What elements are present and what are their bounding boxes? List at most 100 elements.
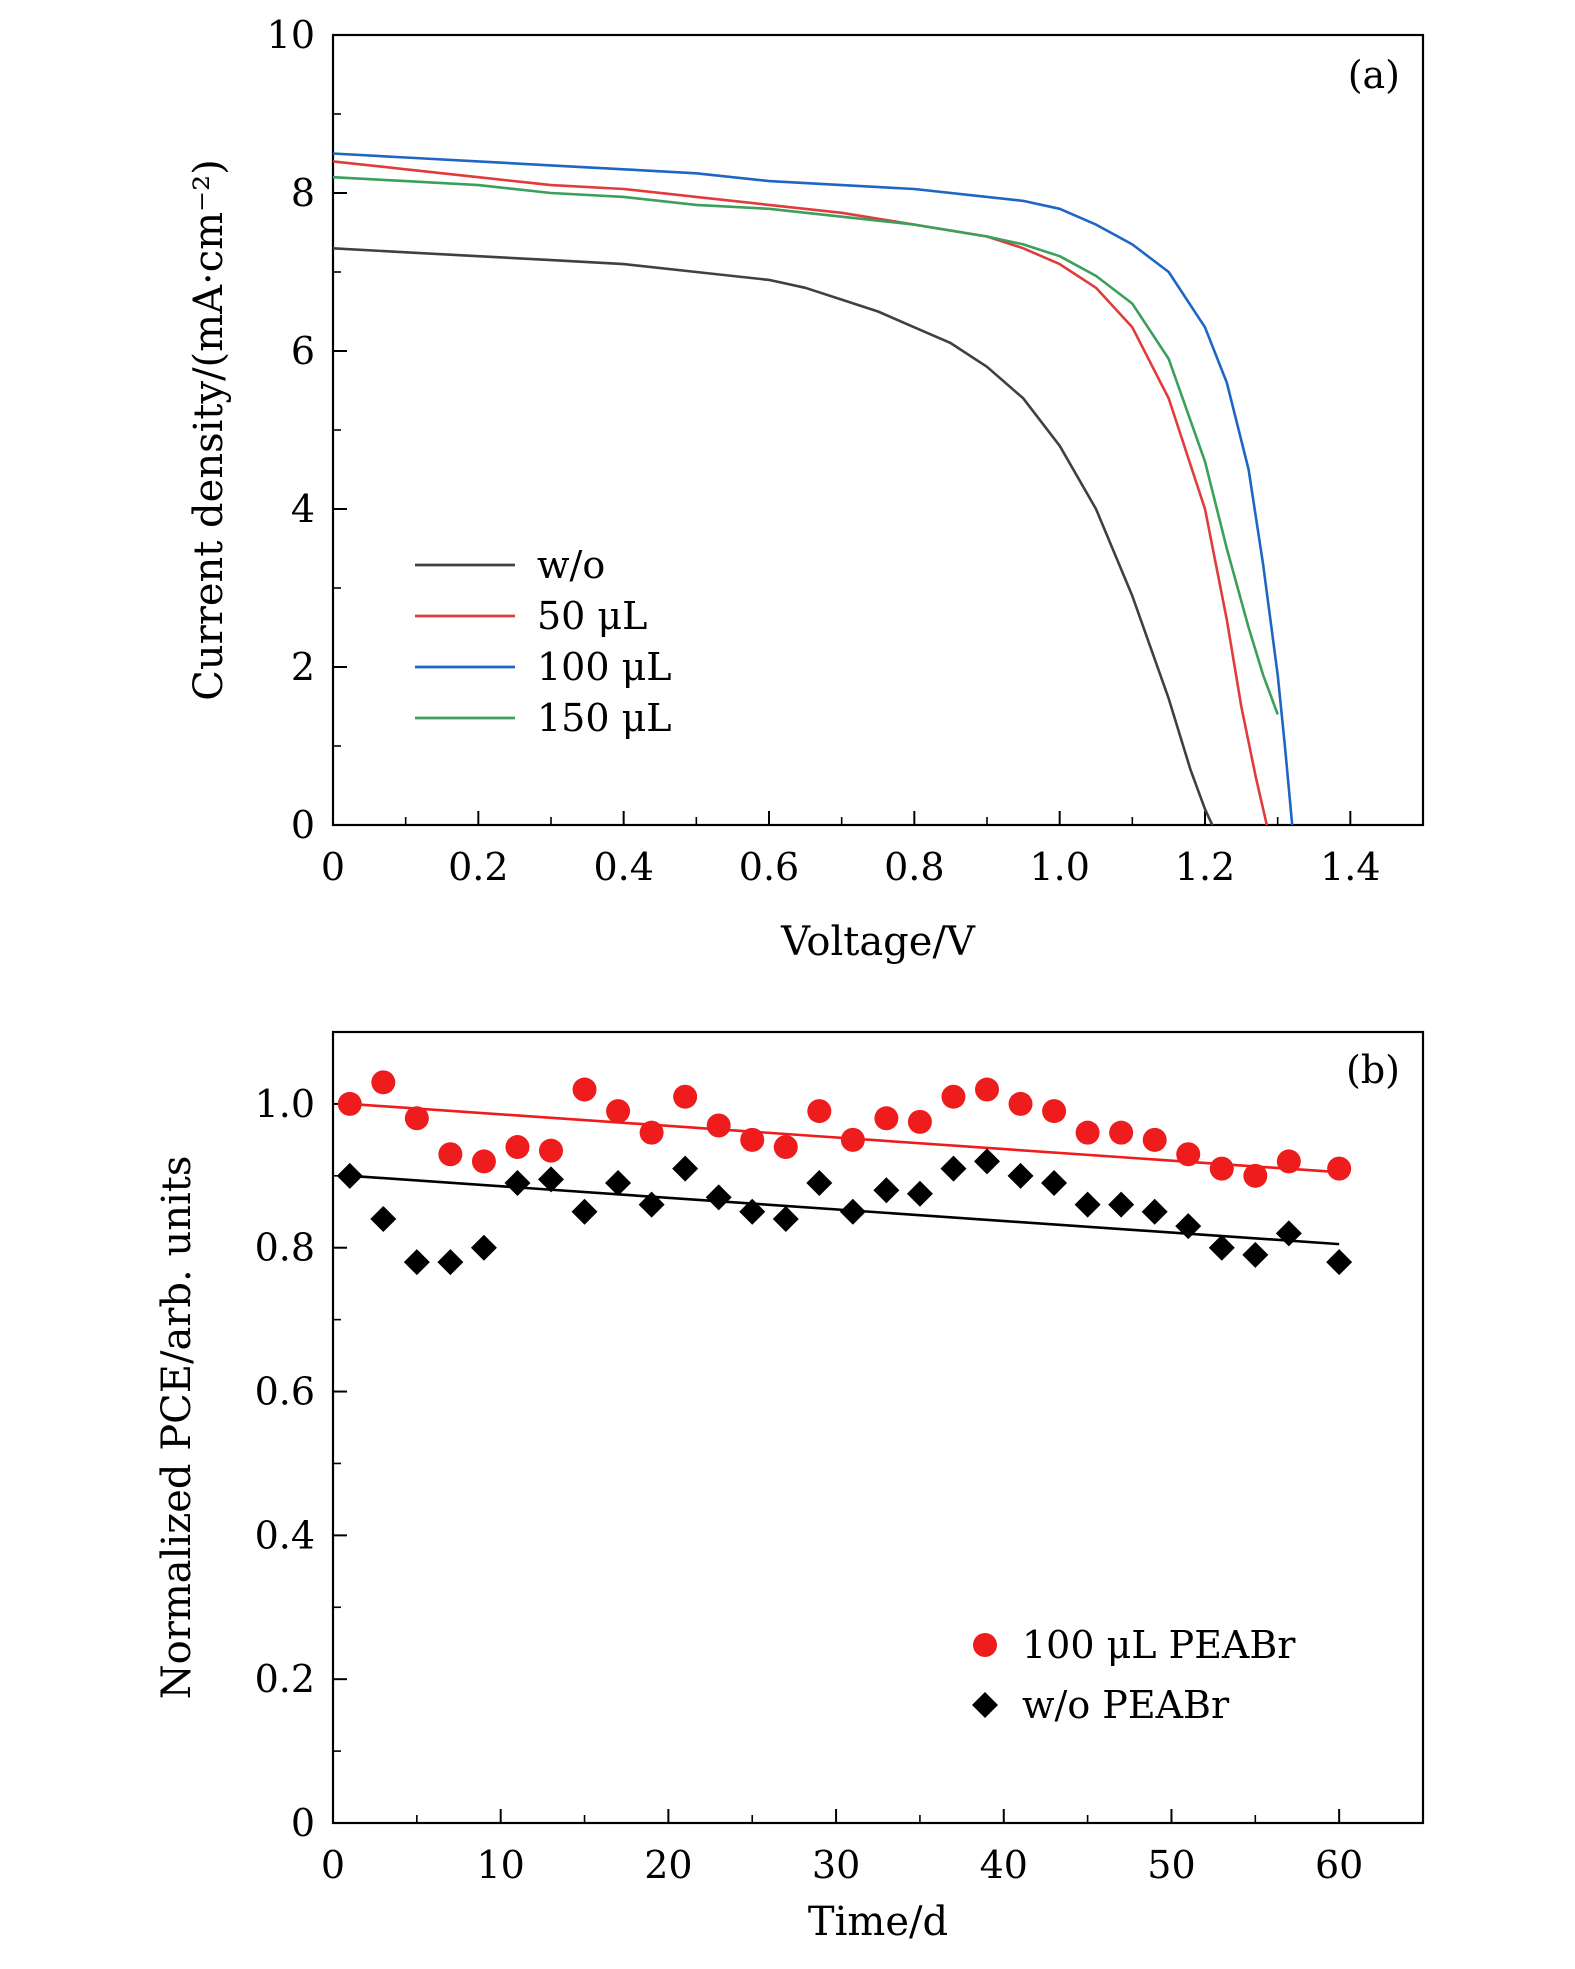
data-point-1-14 (806, 1170, 833, 1197)
legend-marker-1 (972, 1692, 998, 1718)
data-point-1-6 (538, 1166, 564, 1193)
data-point-0-11 (706, 1113, 731, 1138)
x-tick-label-a-3: 0.6 (739, 845, 799, 889)
x-tick-label-a-1: 0.2 (448, 845, 508, 889)
legend-label-0: 100 μL PEABr (1022, 1623, 1296, 1667)
y-tick-label-b-4: 0.8 (255, 1226, 315, 1270)
y-tick-label-b-0: 0 (291, 1801, 315, 1845)
data-point-1-0 (336, 1162, 363, 1189)
data-point-1-12 (739, 1198, 766, 1225)
data-point-0-24 (1142, 1127, 1167, 1152)
data-point-0-1 (371, 1070, 396, 1095)
data-point-1-16 (873, 1177, 900, 1204)
data-point-0-17 (907, 1109, 932, 1134)
y-tick-label-a-1: 2 (291, 645, 315, 689)
data-point-0-8 (606, 1099, 631, 1124)
panel-label-a: (a) (1348, 53, 1400, 97)
legend-label-2: 100 μL (537, 645, 672, 689)
data-point-1-26 (1208, 1234, 1235, 1261)
data-point-1-23 (1108, 1191, 1135, 1218)
data-point-1-22 (1074, 1191, 1101, 1218)
data-point-0-27 (1243, 1163, 1268, 1188)
x-tick-label-b-1: 10 (477, 1843, 525, 1887)
data-point-1-9 (638, 1191, 665, 1218)
y-axis-title-a: Current density/(mA·cm⁻²) (186, 159, 232, 701)
data-point-1-18 (940, 1155, 967, 1182)
data-point-1-10 (672, 1155, 699, 1182)
y-tick-label-a-4: 8 (291, 171, 315, 215)
x-tick-label-a-0: 0 (321, 845, 345, 889)
y-tick-label-a-2: 4 (291, 487, 315, 531)
data-point-0-28 (1276, 1149, 1301, 1174)
x-tick-label-b-5: 50 (1147, 1843, 1195, 1887)
plot-frame-a (331, 33, 1425, 827)
x-tick-label-a-5: 1.0 (1029, 845, 1089, 889)
data-point-0-22 (1075, 1120, 1100, 1145)
y-tick-label-a-0: 0 (291, 803, 315, 847)
data-point-0-10 (673, 1084, 698, 1109)
data-point-0-5 (505, 1135, 530, 1160)
x-tick-label-a-7: 1.4 (1320, 845, 1380, 889)
data-point-1-20 (1007, 1162, 1034, 1189)
data-point-0-25 (1176, 1142, 1201, 1167)
data-point-1-27 (1242, 1241, 1269, 1268)
y-axis-title-b: Normalized PCE/arb. units (154, 1156, 200, 1700)
data-point-0-19 (975, 1077, 999, 1102)
data-point-0-21 (1042, 1099, 1067, 1124)
legend-label-3: 150 μL (537, 696, 672, 740)
data-point-0-2 (404, 1106, 429, 1131)
data-point-0-26 (1209, 1156, 1234, 1181)
series-line-2 (332, 152, 1294, 826)
data-point-0-0 (337, 1091, 362, 1116)
data-point-1-7 (571, 1198, 598, 1225)
plot-frame-b (331, 1030, 1425, 1825)
data-point-1-17 (906, 1180, 933, 1207)
data-point-0-3 (438, 1142, 463, 1167)
data-point-1-5 (504, 1170, 531, 1197)
data-point-0-4 (471, 1149, 496, 1174)
x-tick-label-b-6: 60 (1315, 1843, 1363, 1887)
series-line-1 (332, 160, 1269, 826)
x-tick-label-a-6: 1.2 (1175, 845, 1235, 889)
panel-label-b: (b) (1346, 1048, 1400, 1092)
y-tick-label-b-5: 1.0 (255, 1082, 315, 1126)
data-point-0-14 (807, 1099, 832, 1124)
data-point-1-2 (403, 1249, 430, 1276)
y-tick-label-b-3: 0.6 (255, 1370, 315, 1414)
data-point-0-13 (773, 1135, 798, 1160)
data-point-1-3 (437, 1249, 464, 1276)
y-tick-label-a-5: 10 (267, 13, 315, 57)
data-point-0-15 (840, 1127, 865, 1152)
data-point-1-1 (370, 1205, 397, 1232)
data-point-0-6 (539, 1138, 563, 1163)
series-line-0 (332, 247, 1214, 826)
data-point-0-18 (941, 1084, 966, 1109)
legend-marker-0 (973, 1633, 997, 1657)
x-tick-label-b-0: 0 (321, 1843, 345, 1887)
y-tick-label-b-1: 0.2 (255, 1657, 315, 1701)
x-tick-label-a-4: 0.8 (884, 845, 944, 889)
x-axis-title-a: Voltage/V (780, 919, 976, 965)
data-point-0-23 (1109, 1120, 1134, 1145)
data-point-1-25 (1175, 1213, 1202, 1240)
x-tick-label-a-2: 0.4 (593, 845, 653, 889)
data-point-1-19 (974, 1148, 1000, 1175)
y-tick-label-a-3: 6 (291, 329, 315, 373)
x-tick-label-b-2: 20 (644, 1843, 692, 1887)
data-point-1-28 (1275, 1220, 1302, 1247)
data-point-0-16 (874, 1106, 899, 1131)
legend-label-1: 50 μL (537, 594, 647, 638)
data-point-1-11 (705, 1184, 732, 1211)
x-tick-label-b-3: 30 (812, 1843, 860, 1887)
x-tick-label-b-4: 40 (980, 1843, 1028, 1887)
legend-label-1: w/o PEABr (1022, 1683, 1230, 1727)
data-point-1-15 (839, 1198, 866, 1225)
legend-label-0: w/o (537, 543, 605, 587)
data-point-1-8 (605, 1170, 632, 1197)
data-point-0-29 (1327, 1156, 1352, 1181)
data-point-0-7 (572, 1077, 597, 1102)
panel-b: 0 10 20 30 40 50 60 0 0.2 0.4 0.6 0.8 1.0 Time/d Norma… (154, 1030, 1425, 1945)
y-tick-label-b-2: 0.4 (255, 1513, 315, 1557)
data-point-1-21 (1041, 1170, 1068, 1197)
